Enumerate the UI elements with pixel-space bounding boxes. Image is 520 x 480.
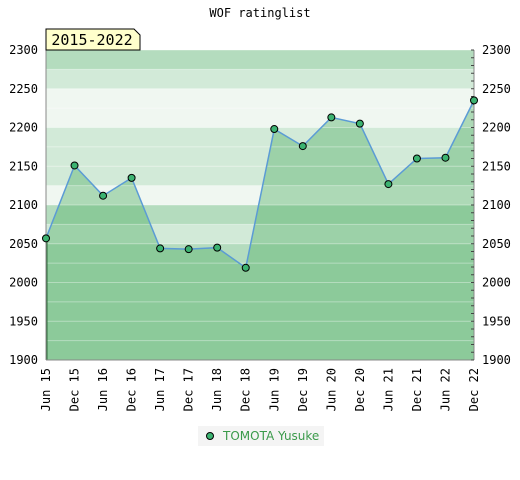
data-point-marker <box>127 173 136 182</box>
y-tick-label-right: 1900 <box>482 353 511 367</box>
background-band <box>46 243 474 264</box>
x-tick-label: Jun 19 <box>267 368 281 411</box>
y-tick-label-left: 1950 <box>9 314 38 328</box>
y-tick-label-right: 2150 <box>482 159 511 173</box>
y-tick-label-left: 2150 <box>9 159 38 173</box>
data-point-marker <box>241 263 250 272</box>
background-band <box>46 127 474 147</box>
background-band <box>46 166 474 186</box>
y-tick-label-right: 2300 <box>482 43 511 57</box>
x-tick-label: Dec 20 <box>353 368 367 411</box>
data-point-marker <box>184 245 193 254</box>
y-tick-label-right: 2100 <box>482 198 511 212</box>
data-point-marker <box>384 180 393 189</box>
date-range-box: 2015-2022 <box>45 28 141 51</box>
y-tick-label-left: 1900 <box>9 353 38 367</box>
data-point-marker <box>298 142 307 151</box>
data-point-marker <box>42 234 50 243</box>
x-tick-label: Dec 19 <box>296 368 310 411</box>
y-tick-label-right: 2200 <box>482 121 511 135</box>
legend: TOMOTA Yusuke <box>198 426 324 446</box>
date-range-label: 2015-2022 <box>51 31 132 49</box>
background-band <box>46 50 474 70</box>
y-tick-label-right: 2000 <box>482 276 511 290</box>
x-tick-label: Jun 18 <box>210 368 224 411</box>
y-tick-label-left: 2100 <box>9 198 38 212</box>
data-point-marker <box>99 191 108 200</box>
legend-series-name: TOMOTA Yusuke <box>222 429 319 443</box>
left-y-tick-labels: 1900 1950 2000 2050 2100 2150 2200 2250 2300 <box>9 43 38 367</box>
x-tick-labels: Jun 15 Dec 15 Jun 16 Dec 16 Jun 17 Dec 17 Jun … <box>39 368 481 411</box>
y-tick-label-right: 2050 <box>482 237 511 251</box>
y-tick-label-left: 2200 <box>9 121 38 135</box>
legend-marker <box>206 432 214 440</box>
y-tick-label-left: 2000 <box>9 276 38 290</box>
right-y-tick-labels: 1900 1950 2000 2050 2100 2150 2200 2250 2300 <box>482 43 511 367</box>
background-band <box>46 88 474 109</box>
y-tick-label-right: 1950 <box>482 314 511 328</box>
y-tick-label-left: 2300 <box>9 43 38 57</box>
x-tick-label: Dec 22 <box>467 368 481 411</box>
data-point-marker <box>355 119 364 128</box>
background-band <box>46 282 474 302</box>
x-tick-label: Dec 15 <box>68 368 82 411</box>
data-point-marker <box>327 113 336 122</box>
background-band <box>46 340 474 360</box>
date-range-box-shape <box>45 28 141 51</box>
x-tick-label: Dec 21 <box>410 368 424 411</box>
data-point-marker <box>470 96 478 105</box>
background-band <box>46 146 474 167</box>
x-tick-label: Jun 21 <box>381 368 395 411</box>
y-tick-label-left: 2250 <box>9 82 38 96</box>
data-point-marker <box>213 243 222 252</box>
legend-box <box>198 426 324 446</box>
background-band <box>46 263 474 283</box>
data-point-marker <box>70 161 79 170</box>
right-minor-ticks <box>471 49 474 361</box>
rating-series-line <box>45 100 475 270</box>
rating-area-fill <box>46 100 474 360</box>
x-tick-label: Jun 20 <box>324 368 338 411</box>
rating-markers <box>42 96 478 272</box>
x-tick-label: Jun 22 <box>438 368 452 411</box>
x-tick-label: Jun 17 <box>153 368 167 411</box>
data-point-marker <box>412 154 421 163</box>
x-tick-label: Jun 15 <box>39 368 53 411</box>
data-point-marker <box>156 244 165 253</box>
background-band <box>46 205 474 225</box>
y-tick-label-left: 2050 <box>9 237 38 251</box>
data-point-marker <box>441 153 450 162</box>
background-band <box>46 321 474 341</box>
background-band <box>46 69 474 89</box>
background-band <box>46 301 474 322</box>
x-tick-label: Dec 17 <box>182 368 196 411</box>
x-tick-label: Dec 16 <box>125 368 139 411</box>
chart-title: WOF ratinglist <box>209 6 310 20</box>
data-point-marker <box>270 125 279 134</box>
x-tick-label: Jun 16 <box>96 368 110 411</box>
x-tick-label: Dec 18 <box>239 368 253 411</box>
y-tick-label-right: 2250 <box>482 82 511 96</box>
background-band <box>46 108 474 128</box>
